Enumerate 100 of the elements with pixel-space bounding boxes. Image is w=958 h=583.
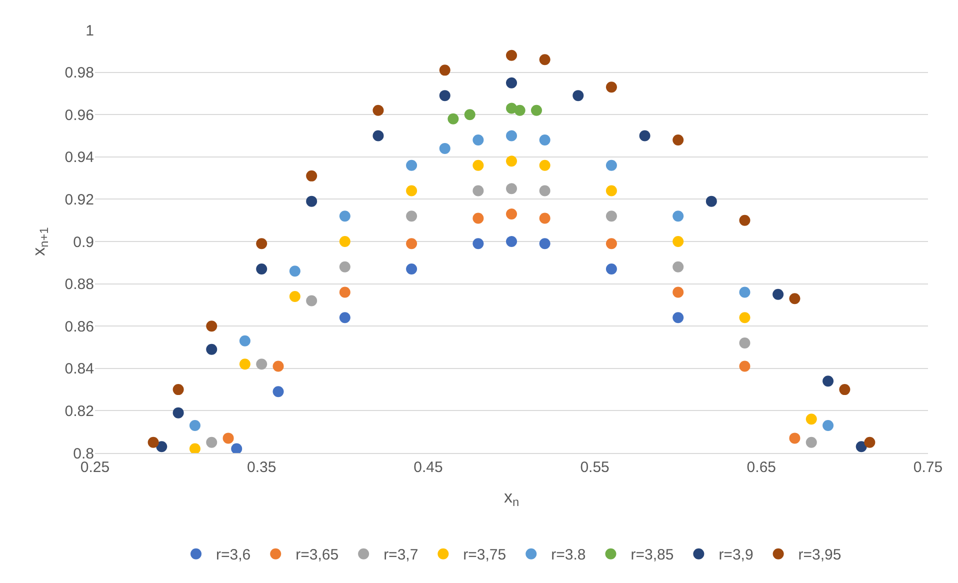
- point: [806, 436, 817, 448]
- legend-label: r=3,7: [384, 546, 418, 564]
- point: [506, 77, 517, 88]
- legend-label: r=3,75: [463, 546, 506, 564]
- point: [256, 264, 268, 274]
- y-tick-label: 0.94: [64, 149, 94, 166]
- point: [206, 320, 218, 332]
- point: [506, 183, 517, 194]
- point: [256, 358, 268, 370]
- point: [306, 196, 318, 207]
- point: [539, 54, 550, 66]
- x-tick-label: 0.75: [913, 459, 943, 476]
- x-axis-title: x$_{n}$: [504, 487, 520, 509]
- y-tick-label: 0.98: [64, 64, 94, 82]
- point: [406, 264, 418, 274]
- point: [506, 50, 517, 61]
- point: [339, 312, 350, 324]
- point: [506, 130, 517, 142]
- point: [789, 432, 800, 444]
- legend-label: r=3,95: [798, 546, 842, 564]
- point: [472, 238, 484, 250]
- point: [639, 130, 650, 142]
- point: [606, 264, 617, 274]
- point: [439, 64, 450, 76]
- point: [306, 295, 318, 306]
- x-tick-label: 0.65: [746, 459, 776, 476]
- point: [739, 286, 750, 298]
- point: [306, 170, 318, 182]
- point: [406, 185, 418, 196]
- point: [539, 134, 550, 146]
- point: [672, 261, 684, 272]
- point: [272, 386, 284, 398]
- point: [472, 185, 484, 196]
- point: [539, 160, 550, 171]
- point: [672, 236, 684, 247]
- point: [156, 441, 168, 452]
- point: [822, 376, 834, 387]
- x-tick-label: 0.55: [580, 459, 610, 476]
- point: [539, 185, 550, 196]
- point: [606, 210, 617, 222]
- point: [606, 160, 617, 171]
- point: [506, 156, 517, 167]
- x-tick-label: 0.35: [247, 459, 276, 476]
- point: [439, 142, 450, 154]
- point: [856, 441, 867, 452]
- point: [789, 293, 800, 304]
- point: [472, 160, 484, 171]
- point: [464, 109, 476, 120]
- y-tick-label: 1: [86, 22, 94, 40]
- point: [822, 420, 834, 432]
- point: [372, 104, 384, 116]
- point: [739, 214, 750, 226]
- point: [472, 212, 484, 224]
- point: [339, 261, 350, 272]
- point: [406, 210, 418, 222]
- point: [172, 407, 184, 418]
- point: [339, 286, 350, 298]
- point: [739, 338, 750, 349]
- y-tick-label: 0.84: [64, 360, 94, 378]
- point: [839, 384, 850, 396]
- point: [672, 312, 684, 324]
- legend-label: r=3,85: [630, 546, 674, 564]
- point: [806, 414, 817, 425]
- point: [506, 208, 517, 220]
- point: [289, 290, 300, 302]
- point: [339, 210, 350, 222]
- legend-label: r=3.8: [551, 546, 586, 564]
- x-tick-label: 0.45: [414, 459, 443, 476]
- point: [289, 266, 300, 277]
- y-tick-label: 0.82: [64, 402, 94, 420]
- point: [206, 436, 218, 448]
- point: [406, 160, 418, 171]
- point: [372, 130, 384, 142]
- point: [539, 238, 550, 250]
- point: [739, 360, 750, 372]
- point: [864, 436, 876, 448]
- point: [272, 360, 284, 372]
- legend-label: r=3,65: [296, 546, 339, 564]
- point: [514, 104, 526, 116]
- y-tick-label: 0.92: [64, 191, 94, 208]
- point: [339, 236, 350, 247]
- point: [239, 358, 250, 370]
- point: [256, 238, 268, 250]
- point: [472, 134, 484, 146]
- point: [672, 134, 684, 146]
- point: [189, 443, 200, 453]
- legend-label: r=3,6: [216, 546, 251, 564]
- point: [448, 113, 459, 124]
- point: [239, 335, 250, 346]
- point: [772, 288, 784, 300]
- point: [672, 286, 684, 298]
- point: [222, 432, 234, 444]
- point: [739, 312, 750, 324]
- point: [606, 185, 617, 196]
- point: [530, 104, 542, 116]
- point: [406, 238, 418, 250]
- point: [439, 90, 450, 102]
- y-tick-label: 0.86: [64, 318, 94, 336]
- point: [672, 210, 684, 222]
- point: [539, 212, 550, 224]
